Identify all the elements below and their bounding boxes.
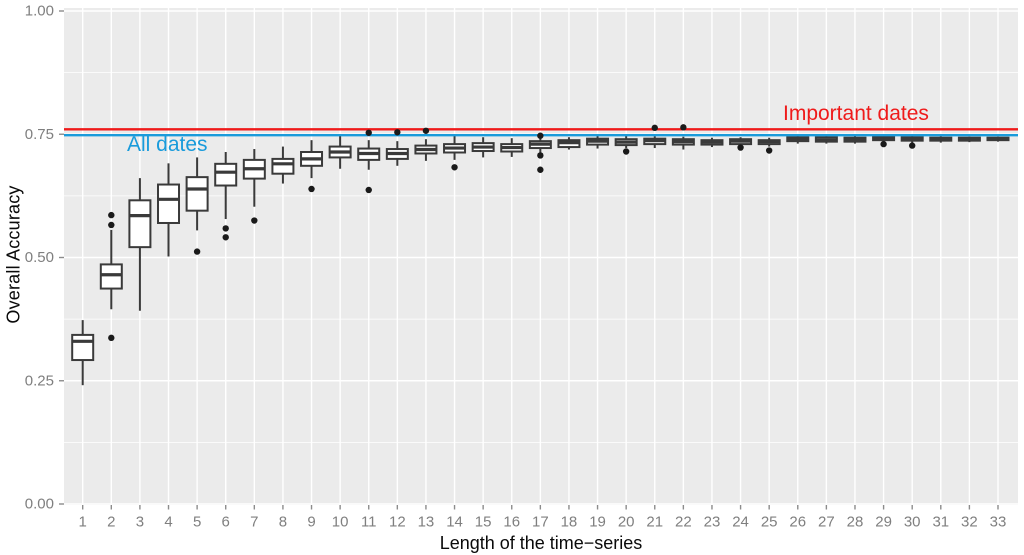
x-tick-label: 7 (250, 514, 258, 531)
x-tick-label: 12 (389, 514, 406, 531)
outlier-point (422, 127, 430, 134)
x-tick-label: 21 (646, 514, 663, 531)
outlier-point (108, 221, 115, 229)
box-x4 (157, 183, 181, 224)
x-tick-label: 24 (732, 514, 749, 531)
x-tick-label: 6 (222, 514, 230, 531)
x-axis-title: Length of the time−series (439, 533, 643, 553)
y-tick-label: 1.00 (25, 3, 54, 20)
x-tick-label: 33 (990, 514, 1007, 531)
x-tick-label: 15 (475, 514, 492, 531)
outlier-point (394, 129, 401, 136)
x-tick-label: 29 (875, 514, 892, 531)
x-tick-label: 3 (136, 514, 144, 531)
x-tick-label: 8 (279, 514, 287, 531)
outlier-point (108, 334, 115, 342)
x-tick-label: 28 (847, 514, 864, 531)
outlier-point (251, 217, 258, 224)
outlier-point (222, 225, 229, 232)
x-tick-label: 23 (704, 514, 721, 531)
outlier-point (765, 147, 773, 154)
x-tick-label: 10 (332, 514, 349, 531)
box-x5 (185, 176, 209, 212)
x-tick-label: 2 (107, 514, 115, 531)
y-tick-label: 0.00 (25, 496, 54, 513)
x-tick-label: 1 (79, 514, 87, 531)
outlier-point (537, 132, 544, 139)
box-x3 (128, 199, 152, 249)
box-x6 (214, 162, 238, 187)
outlier-point (193, 248, 201, 255)
x-tick-label: 26 (789, 514, 806, 531)
outlier-point (680, 124, 687, 131)
x-tick-label: 30 (904, 514, 921, 531)
outlier-point (365, 186, 372, 194)
x-tick-label: 13 (418, 514, 435, 531)
x-tick-label: 17 (532, 514, 549, 531)
x-tick-label: 11 (361, 514, 377, 531)
annotation-important-dates: Important dates (783, 102, 929, 125)
x-tick-label: 4 (164, 514, 172, 531)
x-tick-label: 31 (932, 514, 949, 531)
x-tick-label: 5 (193, 514, 201, 531)
x-tick-label: 25 (761, 514, 778, 531)
x-tick-label: 27 (818, 514, 835, 531)
outlier-point (622, 148, 630, 155)
outlier-point (737, 144, 744, 151)
box-x8 (271, 157, 295, 175)
outlier-point (222, 234, 229, 241)
outlier-point (880, 140, 887, 148)
outlier-point (908, 142, 916, 149)
outlier-point (108, 211, 115, 219)
y-tick-label: 0.25 (25, 372, 54, 389)
x-tick-label: 18 (561, 514, 578, 531)
outlier-point (537, 166, 544, 173)
y-tick-label: 0.50 (25, 249, 54, 266)
box-x2 (99, 263, 123, 290)
x-tick-label: 20 (618, 514, 635, 531)
box-x1 (71, 333, 95, 362)
x-tick-label: 14 (446, 514, 463, 531)
x-tick-label: 19 (589, 514, 606, 531)
y-axis-title: Overall Accuracy (3, 185, 24, 324)
x-tick-label: 16 (503, 514, 520, 531)
x-tick-label: 32 (961, 514, 978, 531)
outlier-point (451, 164, 458, 171)
outlier-point (537, 152, 544, 159)
y-tick-label: 0.75 (25, 126, 54, 143)
outlier-point (651, 124, 658, 132)
x-tick-label: 22 (675, 514, 692, 531)
x-tick-label: 9 (307, 514, 315, 531)
outlier-point (365, 129, 372, 136)
outlier-point (308, 185, 315, 193)
annotation-all-dates: All dates (127, 133, 208, 156)
